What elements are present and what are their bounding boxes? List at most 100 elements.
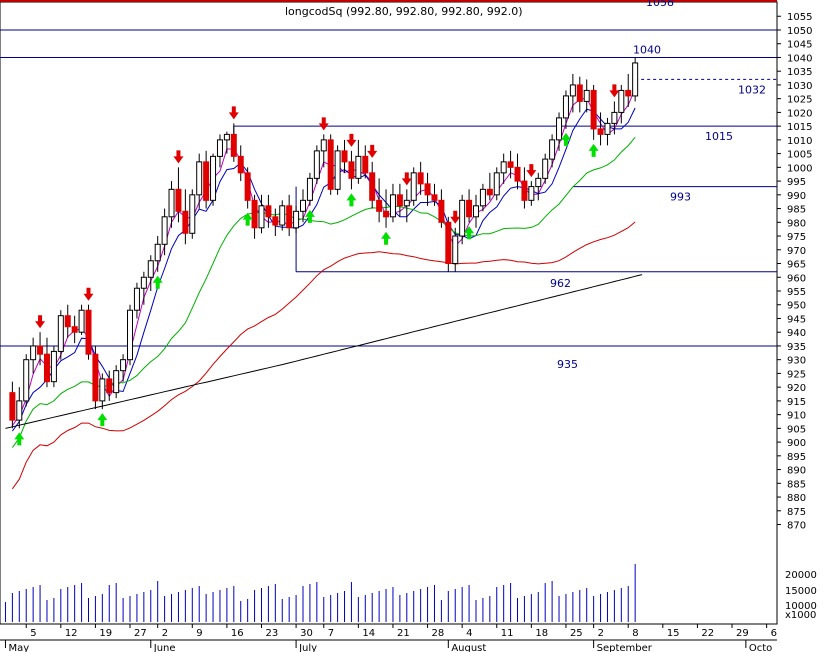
- y-tick-label: 1045: [787, 40, 812, 51]
- x-day-label: 9: [196, 628, 202, 639]
- x-day-label: 28: [432, 628, 445, 639]
- y-tick-label: 1040: [787, 53, 812, 64]
- candle-body: [313, 150, 320, 179]
- x-month-label: June: [153, 643, 176, 652]
- candle-body: [237, 155, 244, 174]
- y-tick-label: 965: [787, 260, 806, 271]
- y-tick-label: 1055: [787, 12, 812, 23]
- candle-body: [542, 158, 549, 179]
- candle-body: [562, 95, 569, 119]
- down-arrow-icon: [173, 150, 184, 164]
- candle-body: [611, 111, 618, 124]
- y-tick-label: 930: [787, 356, 806, 367]
- candle-body: [583, 89, 590, 102]
- up-arrow-icon: [14, 432, 25, 446]
- ma-red: [11, 221, 636, 490]
- candle-body: [203, 161, 210, 201]
- candle-body: [424, 183, 431, 196]
- volume-bars: [4, 564, 636, 622]
- x-month-label: July: [298, 643, 317, 652]
- x-day-label: 30: [300, 628, 313, 639]
- candle-body: [306, 177, 313, 201]
- x-month-label: September: [597, 643, 653, 652]
- x-day-label: 12: [65, 628, 78, 639]
- y-tick-label: 970: [787, 246, 806, 257]
- candle-body: [50, 350, 57, 383]
- candle-body: [625, 89, 632, 97]
- candle-body: [9, 392, 16, 421]
- candle-body: [85, 309, 92, 355]
- x-day-label: 25: [570, 628, 583, 639]
- candle-body: [216, 139, 223, 157]
- candle-body: [272, 216, 279, 226]
- candle-body: [348, 161, 355, 179]
- candle-body: [182, 210, 189, 234]
- candle-body: [147, 260, 154, 278]
- candle-body: [251, 199, 258, 229]
- candle-body: [133, 287, 140, 311]
- y-tick-label: 895: [787, 452, 806, 463]
- x-day-label: 18: [535, 628, 548, 639]
- y-tick-label: 1005: [787, 150, 812, 161]
- x-day-label: 22: [701, 628, 714, 639]
- volume-tick-label: 10000: [785, 601, 817, 612]
- candle-body: [286, 205, 293, 229]
- level-label: 993: [670, 191, 691, 204]
- volume-tick-label: 15000: [785, 586, 817, 597]
- y-tick-label: 980: [787, 218, 806, 229]
- down-arrow-icon: [228, 106, 239, 120]
- x-day-label: 2: [598, 628, 604, 639]
- candle-body: [604, 122, 611, 135]
- y-tick-label: 955: [787, 287, 806, 298]
- candle-body: [556, 117, 563, 141]
- down-arrow-icon: [346, 133, 357, 147]
- y-tick-label: 880: [787, 493, 806, 504]
- x-day-label: 16: [231, 628, 244, 639]
- candle-body: [168, 188, 175, 218]
- y-tick-label: 1025: [787, 95, 812, 106]
- y-tick-label: 1020: [787, 108, 812, 119]
- level-label-top: 1058: [646, 0, 674, 9]
- down-arrow-icon: [35, 315, 46, 329]
- x-day-label: 4: [466, 628, 472, 639]
- candle-body: [403, 199, 410, 207]
- candle-body: [127, 309, 134, 361]
- candle-body: [355, 155, 362, 179]
- x-day-label: 6: [771, 628, 777, 639]
- candle-body: [230, 133, 237, 157]
- candle-body: [493, 172, 500, 196]
- up-arrow-icon: [464, 226, 475, 240]
- candle-body: [514, 166, 521, 182]
- candle-body: [23, 359, 30, 402]
- candle-body: [431, 194, 438, 201]
- candle-body: [549, 139, 556, 160]
- candle-body: [479, 188, 486, 207]
- x-day-label: 19: [99, 628, 112, 639]
- candle-body: [528, 186, 535, 201]
- y-tick-label: 1030: [787, 81, 812, 92]
- candle-body: [472, 205, 479, 218]
- candle-body: [521, 180, 528, 201]
- candle-body: [389, 194, 396, 218]
- candle-body: [327, 139, 334, 190]
- candle-body: [632, 62, 639, 97]
- candle-body: [597, 128, 604, 135]
- down-arrow-icon: [450, 210, 461, 224]
- candle-body: [175, 188, 182, 212]
- level-label: 962: [550, 277, 571, 290]
- x-axis: 5 12 19 27 2 9 16 23 30 7 14 21 28 4 11 18 25 2 8 15 22 29 6Ma…: [4, 624, 777, 652]
- candle-body: [244, 172, 251, 201]
- y-tick-label: 910: [787, 411, 806, 422]
- up-arrow-icon: [381, 231, 392, 245]
- candle-body: [279, 205, 286, 226]
- down-arrow-icon: [526, 164, 537, 178]
- y-tick-label: 890: [787, 466, 806, 477]
- candle-body: [92, 353, 99, 402]
- level-label: 1015: [705, 130, 733, 143]
- y-tick-label: 915: [787, 397, 806, 408]
- x-day-label: 29: [736, 628, 749, 639]
- volume-tick-label: x1000: [785, 610, 816, 621]
- x-day-label: 15: [667, 628, 680, 639]
- candle-body: [590, 89, 597, 130]
- up-arrow-icon: [346, 193, 357, 207]
